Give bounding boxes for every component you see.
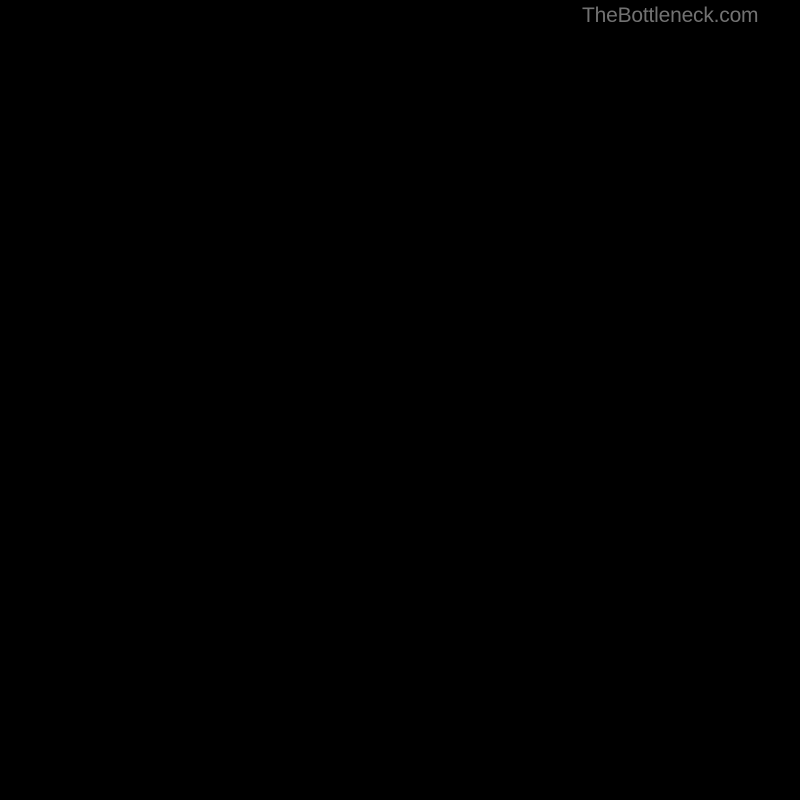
outer-frame xyxy=(0,0,800,800)
watermark-text: TheBottleneck.com xyxy=(582,4,758,28)
watermark-label: TheBottleneck.com xyxy=(582,4,758,27)
